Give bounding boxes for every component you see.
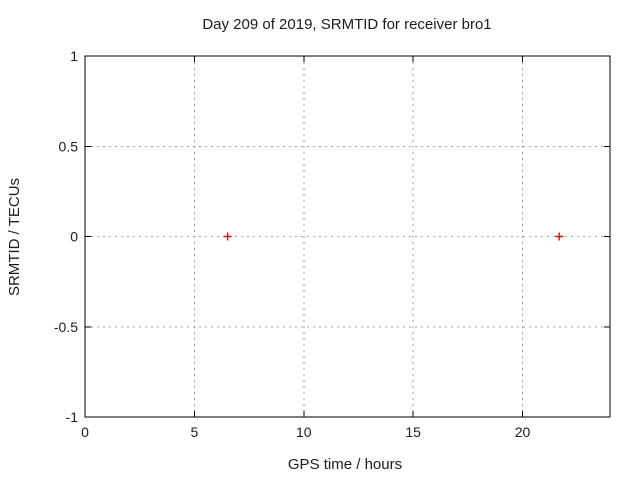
grid-layer: [85, 56, 610, 417]
y-tick-label: -1: [66, 409, 79, 425]
y-tick-label: 0.5: [59, 138, 79, 154]
y-tick-label: 1: [70, 48, 78, 64]
y-tick-label: 0: [70, 229, 78, 245]
data-point-marker: [223, 232, 232, 241]
x-tick-label: 15: [405, 424, 421, 440]
x-tick-label: 5: [190, 424, 198, 440]
x-axis-label: GPS time / hours: [288, 456, 402, 473]
x-tick-label: 20: [515, 424, 531, 440]
chart-title: Day 209 of 2019, SRMTID for receiver bro…: [202, 16, 491, 33]
plot-border: [84, 55, 611, 418]
data-point-marker: [555, 232, 564, 241]
data-point-layer: [223, 232, 564, 241]
x-tick-label: 10: [296, 424, 312, 440]
x-tick-label: 0: [81, 424, 89, 440]
tick-label-layer: 0 5 10 15 20 -1 -0.5 0 0.5 1: [54, 48, 531, 440]
y-tick-label: -0.5: [54, 319, 78, 335]
y-axis-label: SRMTID / TECUs: [6, 178, 23, 296]
